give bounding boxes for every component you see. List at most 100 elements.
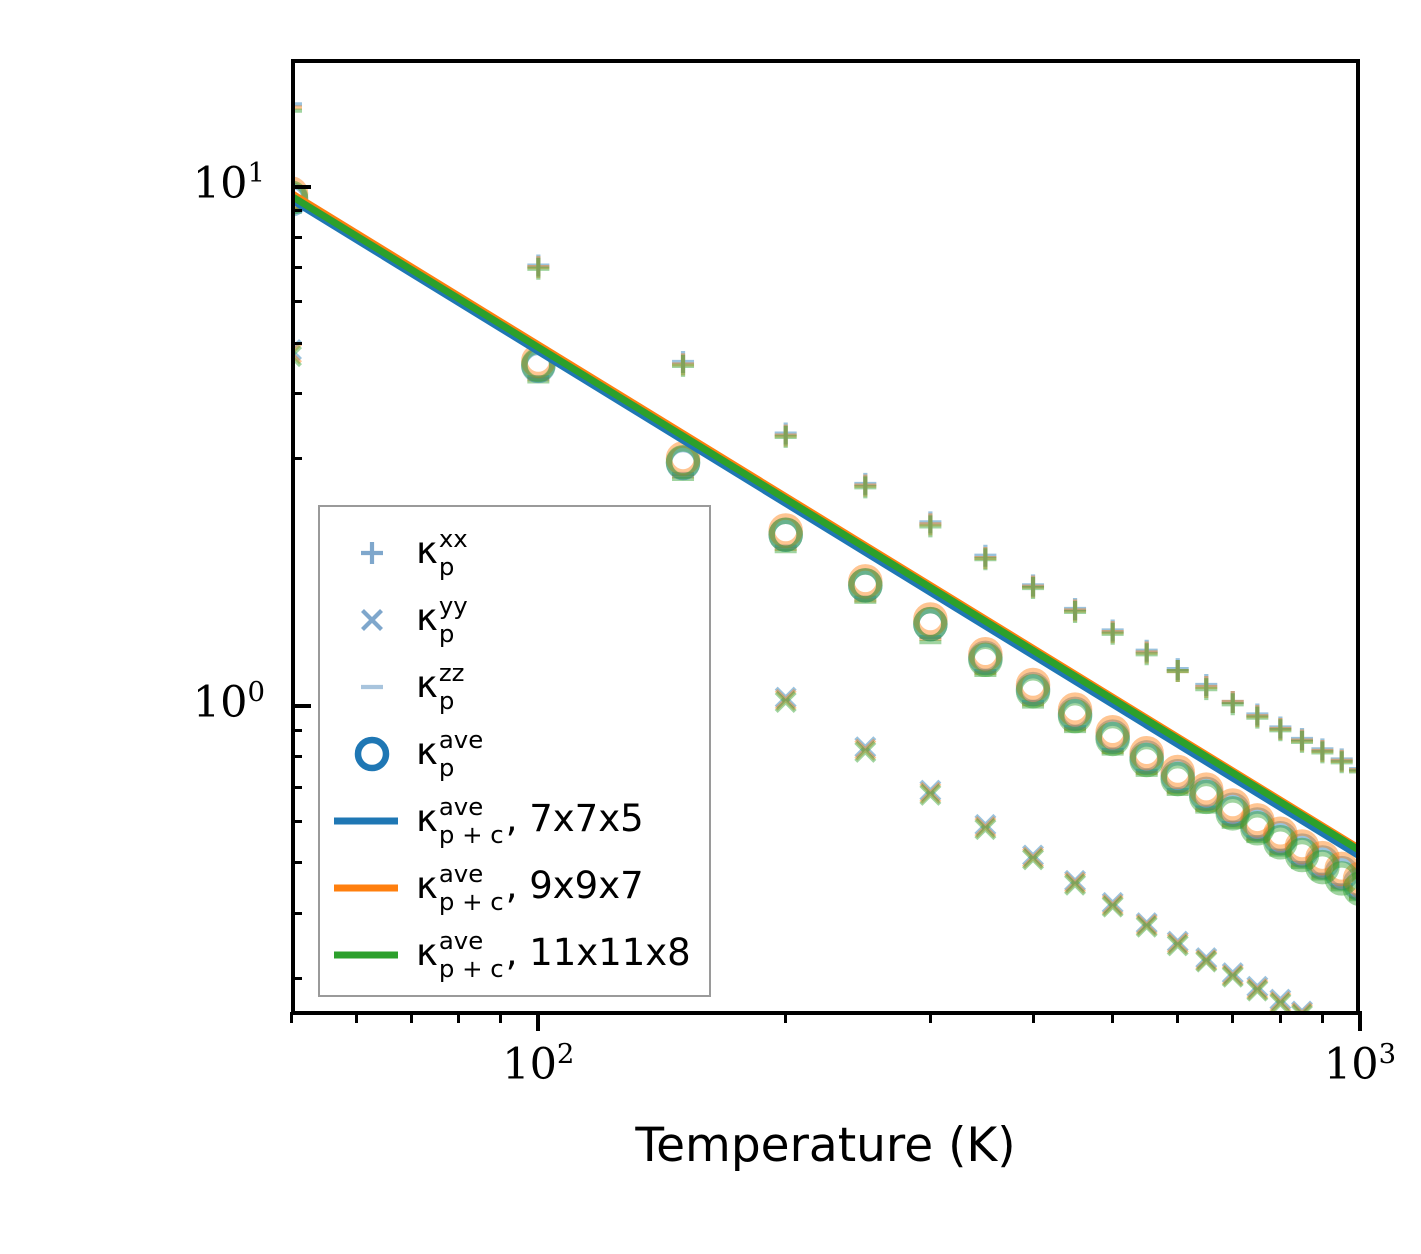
- marker-plus: [1022, 577, 1045, 600]
- marker-circle: [1129, 742, 1164, 778]
- marker-cross: [854, 740, 877, 763]
- legend-glyph: [361, 541, 383, 564]
- legend-entry-4[interactable]: κp + cavep + c, 7x7x5: [320, 787, 709, 849]
- marker-circle: [768, 517, 803, 552]
- marker-plus: [1349, 766, 1356, 772]
- marker-plus: [1022, 575, 1045, 598]
- x-minor-tick: [1176, 1012, 1180, 1023]
- legend-entry-0[interactable]: κxxxxp: [320, 519, 709, 581]
- marker-circle: [968, 640, 1003, 676]
- marker-circle: [295, 176, 309, 211]
- legend-glyph: [334, 817, 398, 824]
- legend-entry-5[interactable]: κp + cavep + c, 9x9x7: [320, 854, 709, 916]
- marker-cross: [1101, 895, 1124, 918]
- legend-glyph: [334, 951, 398, 958]
- marker-plus: [1221, 693, 1244, 716]
- marker-plus: [527, 256, 550, 279]
- y-minor-tick: [291, 861, 302, 865]
- marker-plus: [1246, 705, 1269, 728]
- x-minor-tick: [354, 1012, 358, 1023]
- marker-circle: [1015, 671, 1051, 707]
- marker-circle: [913, 606, 948, 642]
- marker-plus: [1269, 716, 1292, 739]
- x-minor-tick: [409, 1012, 413, 1023]
- y-minor-tick: [291, 755, 302, 759]
- y-minor-tick: [291, 392, 302, 395]
- legend-entry-1[interactable]: κyyyyp: [320, 586, 709, 648]
- marker-circle: [768, 517, 803, 552]
- x-minor-tick: [499, 1012, 503, 1023]
- marker-cross: [1135, 913, 1158, 936]
- marker-cross: [295, 342, 302, 365]
- y-minor-tick: [291, 341, 302, 345]
- x-major-tick-1e3: [1358, 1011, 1362, 1031]
- marker-circle: [1240, 803, 1275, 838]
- marker-plus: [774, 424, 797, 447]
- marker-cross: [1022, 844, 1045, 867]
- legend-label-6: κp + cavep + c, 11x11x8: [416, 926, 691, 983]
- line-11x11x8: [295, 194, 1356, 853]
- marker-plus: [1064, 600, 1087, 623]
- legend-label-2: κzzzzp: [416, 658, 465, 715]
- marker-plus: [1246, 706, 1269, 729]
- marker-circle: [665, 444, 701, 480]
- series-ave-11x11x8: [295, 180, 1356, 906]
- series-xx-11x11x8: [295, 108, 1356, 774]
- legend-marker-hline: [320, 656, 416, 713]
- marker-plus: [672, 353, 695, 376]
- series-ave-9x9x7: [295, 176, 1356, 896]
- marker-plus: [974, 544, 997, 567]
- legend-entry-2[interactable]: κzzzzp: [320, 653, 709, 715]
- marker-plus: [1291, 730, 1314, 753]
- marker-cross: [1291, 1002, 1313, 1011]
- marker-plus: [1195, 678, 1218, 701]
- marker-circle: [1342, 866, 1356, 901]
- marker-circle: [1215, 796, 1250, 831]
- marker-plus: [1349, 768, 1356, 773]
- marker-cross: [1064, 871, 1087, 894]
- marker-circle: [1305, 840, 1340, 876]
- legend-marker-line: [320, 790, 416, 847]
- series-xx-7x7x5: [295, 102, 1356, 772]
- y-minor-tick: [291, 235, 302, 239]
- marker-circle: [1240, 811, 1275, 846]
- legend-entry-3[interactable]: κaveavep: [320, 720, 709, 782]
- marker-plus: [854, 472, 877, 495]
- marker-plus: [1064, 599, 1087, 622]
- marker-cross: [774, 691, 797, 714]
- marker-plus: [1291, 729, 1314, 752]
- marker-circle: [1095, 715, 1130, 750]
- marker-plus: [919, 513, 942, 536]
- legend-label-4: κp + cavep + c, 7x7x5: [416, 792, 644, 849]
- marker-plus: [1311, 738, 1334, 761]
- marker-cross: [974, 818, 997, 841]
- marker-circle: [1057, 696, 1093, 732]
- marker-plus: [854, 474, 877, 497]
- series-xx-9x9x7: [295, 105, 1356, 773]
- marker-cross: [1291, 1000, 1313, 1011]
- marker-circle: [1263, 825, 1298, 860]
- marker-circle: [1095, 721, 1130, 757]
- marker-cross: [1195, 949, 1218, 972]
- marker-circle: [665, 441, 701, 476]
- marker-plus: [527, 257, 550, 280]
- marker-plus: [295, 108, 302, 113]
- marker-cross: [1166, 932, 1189, 955]
- x-minor-tick: [1031, 1012, 1035, 1023]
- marker-plus: [1101, 622, 1124, 645]
- y-minor-tick: [291, 265, 302, 269]
- marker-plus: [1135, 643, 1158, 666]
- y-minor-tick: [291, 785, 302, 789]
- marker-circle: [848, 568, 883, 603]
- y-minor-tick: [291, 208, 302, 212]
- marker-plus: [1311, 740, 1334, 763]
- marker-circle: [1342, 872, 1356, 906]
- x-tick-label-1e3: 103: [1323, 1038, 1397, 1090]
- marker-circle: [1305, 849, 1340, 885]
- y-minor-tick: [291, 728, 302, 732]
- marker-plus: [295, 102, 302, 107]
- marker-plus: [1330, 751, 1353, 774]
- legend-entry-6[interactable]: κp + cavep + c, 11x11x8: [320, 921, 709, 983]
- marker-circle: [1160, 759, 1195, 794]
- marker-cross: [774, 686, 797, 709]
